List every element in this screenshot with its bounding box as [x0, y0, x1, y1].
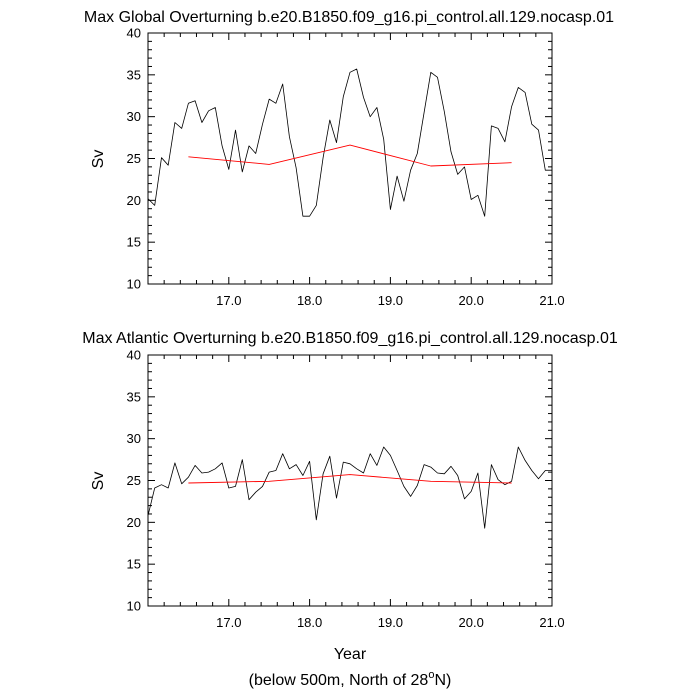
- y-tick-label: 40: [127, 26, 141, 41]
- x-tick-label: 17.0: [216, 293, 241, 308]
- x-tick-label: 19.0: [378, 293, 403, 308]
- y-tick-label: 35: [127, 389, 141, 404]
- x-tick-label: 17.0: [216, 615, 241, 630]
- footnote: (below 500m, North of 28oN): [249, 669, 452, 689]
- global-overturning-panel: Max Global Overturning b.e20.B1850.f09_g…: [84, 9, 614, 308]
- atlantic-overturning-panel: Max Atlantic Overturning b.e20.B1850.f09…: [82, 330, 618, 663]
- annual-mean-line: [188, 474, 512, 484]
- x-tick-label: 21.0: [539, 293, 564, 308]
- y-tick-label: 10: [127, 277, 141, 292]
- x-tick-label: 19.0: [378, 615, 403, 630]
- annual-mean-line: [188, 144, 512, 167]
- series-group: [147, 446, 552, 529]
- monthly-series-line: [147, 446, 552, 529]
- y-axis-label: Sv: [90, 472, 107, 491]
- y-tick-label: 30: [127, 431, 141, 446]
- y-tick-label: 15: [127, 557, 141, 572]
- degree-superscript: o: [428, 669, 434, 681]
- x-tick-label: 21.0: [539, 615, 564, 630]
- y-tick-label: 40: [127, 348, 141, 363]
- y-tick-label: 30: [127, 109, 141, 124]
- series-group: [147, 68, 552, 217]
- axis-ticks: 10 15 20 25 30 35 40 17.0 18.0 19.0 20.0 21.0: [127, 348, 565, 631]
- y-tick-label: 10: [127, 599, 141, 614]
- y-tick-label: 25: [127, 151, 141, 166]
- x-axis-label: Year: [334, 646, 367, 663]
- x-tick-label: 20.0: [459, 293, 484, 308]
- axis-ticks: 10 15 20 25 30 35 40 17.0 18.0 19.0 20.0 21.0: [127, 26, 565, 309]
- y-tick-label: 15: [127, 235, 141, 250]
- x-tick-label: 18.0: [297, 293, 322, 308]
- y-tick-label: 20: [127, 193, 141, 208]
- footnote-prefix: (below 500m, North of 28: [249, 672, 429, 689]
- y-axis-label: Sv: [90, 150, 107, 169]
- plot-frame: [147, 354, 553, 607]
- panel-title: Max Global Overturning b.e20.B1850.f09_g…: [84, 9, 614, 26]
- footnote-suffix: N): [434, 672, 451, 689]
- panel-title: Max Atlantic Overturning b.e20.B1850.f09…: [82, 330, 618, 347]
- monthly-series-line: [147, 68, 552, 217]
- y-tick-label: 25: [127, 473, 141, 488]
- y-tick-label: 35: [127, 67, 141, 82]
- x-tick-label: 20.0: [459, 615, 484, 630]
- x-tick-label: 18.0: [297, 615, 322, 630]
- y-tick-label: 20: [127, 515, 141, 530]
